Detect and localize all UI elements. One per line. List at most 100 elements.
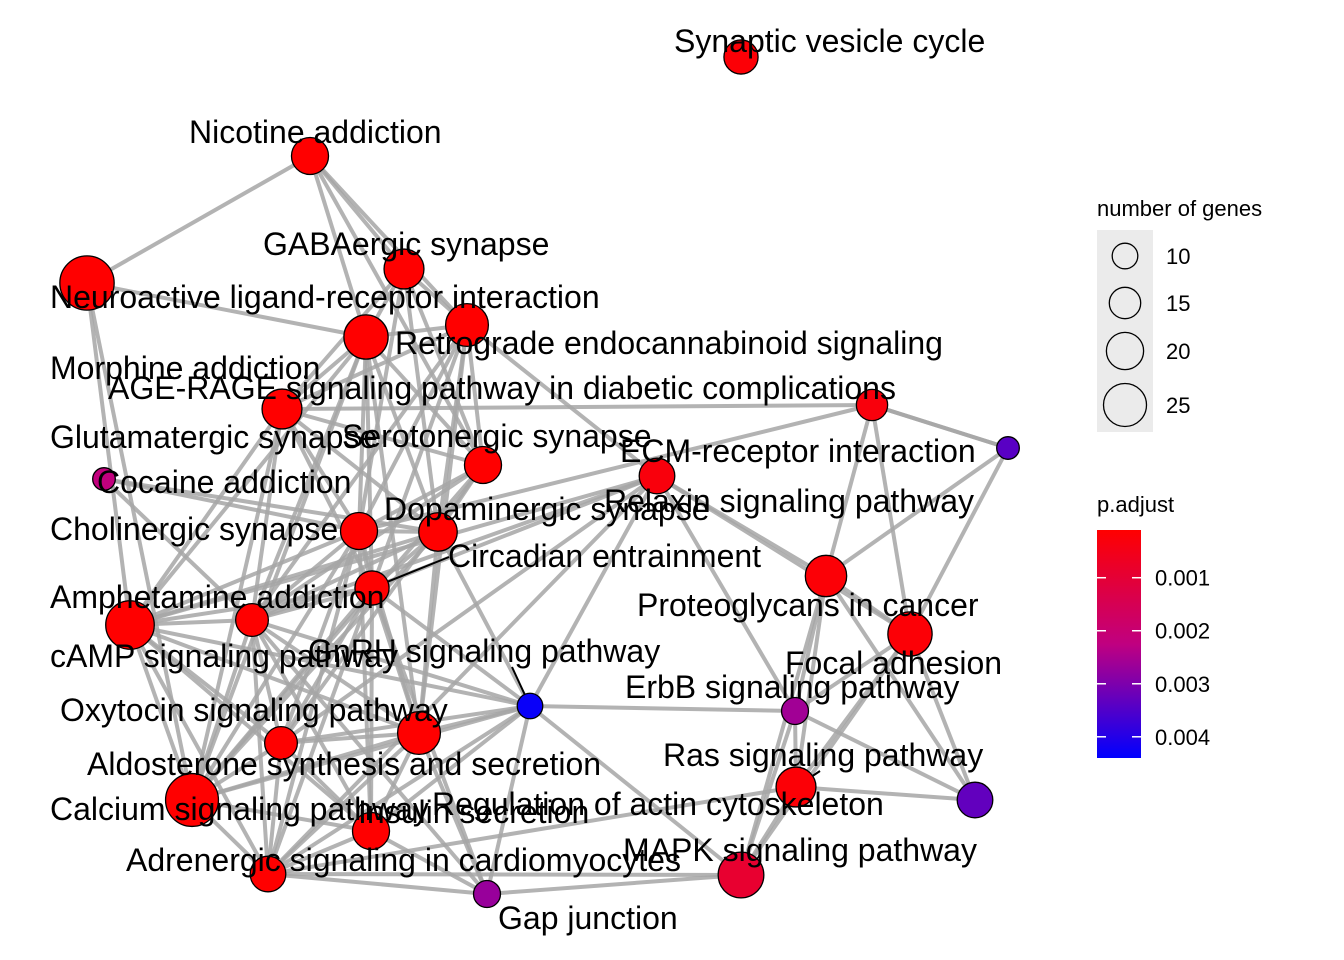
edge-morphine-serotonergic <box>364 335 485 467</box>
size-key-label-10: 10 <box>1166 244 1190 269</box>
edge-amphetamine-adrenergic <box>250 619 270 875</box>
edge-relaxin-erbb <box>655 474 797 713</box>
label-gnrh: GnRH signaling pathway <box>308 633 660 669</box>
label-regulation: Regulation of actin cytoskeleton <box>432 786 884 822</box>
edge-circadian-gnrh <box>370 586 532 708</box>
edge-erbb-regulation <box>794 709 976 802</box>
edge-glutamatergic-cholinergic <box>280 407 361 533</box>
color-tick-label-0.003: 0.003 <box>1155 672 1210 697</box>
node-nicotine <box>290 136 330 176</box>
node-mapk <box>717 851 765 899</box>
edge-circadian-amphetamine <box>251 586 373 622</box>
edge-gnrh-mapk <box>528 704 743 877</box>
color-legend: p.adjust 0.001 0.002 0.003 0.004 <box>1097 492 1210 758</box>
label-ecm: ECM-receptor interaction <box>620 433 976 469</box>
edge-relaxin-adrenergic <box>266 474 659 876</box>
edge-oxytocin-aldosterone <box>280 731 420 745</box>
node-relaxin <box>638 457 676 495</box>
edge-camp-insulin <box>128 623 373 833</box>
size-key-20 <box>1105 331 1145 371</box>
edge-focal-regulation <box>908 633 977 801</box>
node-amphetamine <box>234 602 270 638</box>
label-glutamatergic: Glutamatergic synapse <box>50 419 377 455</box>
edge-ecm-agerage <box>871 403 1009 450</box>
network-nodes <box>59 39 1020 909</box>
edge-nicotine-retrograde <box>308 154 469 327</box>
edge-gnrh-gap <box>485 705 532 895</box>
size-key-label-15: 15 <box>1166 291 1190 316</box>
label-ras: Ras signaling pathway <box>663 737 983 773</box>
label-oxytocin: Oxytocin signaling pathway <box>60 692 448 728</box>
label-dopaminergic: Dopaminergic synapse <box>384 491 710 527</box>
size-key-25 <box>1102 382 1148 428</box>
label-circadian: Circadian entrainment <box>448 538 761 574</box>
node-morphine <box>343 314 389 360</box>
edge-gnrh-adrenergic <box>266 704 532 876</box>
edge-dopaminergic-camp <box>129 530 439 627</box>
edge-morphine-dopaminergic <box>364 336 440 533</box>
node-glutamatergic <box>261 388 303 430</box>
edge-proteoglycans-ras <box>794 575 828 788</box>
node-neuroactive <box>59 255 115 311</box>
color-tick-label-0.001: 0.001 <box>1155 566 1210 591</box>
edge-calcium-insulin <box>191 798 372 833</box>
node-camp <box>105 600 155 650</box>
edge-adrenergic-gap <box>267 872 488 896</box>
node-agerage <box>855 388 889 422</box>
node-synaptic <box>723 39 759 75</box>
node-focal <box>887 611 933 657</box>
edge-retrograde-relaxin <box>465 323 659 478</box>
node-gnrh <box>516 692 544 720</box>
label-mapk: MAPK signaling pathway <box>623 832 977 868</box>
label-relaxin: Relaxin signaling pathway <box>604 483 974 519</box>
node-ecm <box>996 436 1020 460</box>
label-neuroactive: Neuroactive ligand-receptor interaction <box>50 279 600 315</box>
label-proteoglycans: Proteoglycans in cancer <box>637 587 979 623</box>
edge-glutamatergic-camp <box>128 407 284 627</box>
color-tick-label-0.004: 0.004 <box>1155 725 1210 750</box>
network-labels: Synaptic vesicle cycle Nicotine addiction… <box>50 23 1002 936</box>
size-legend-title: number of genes <box>1097 196 1262 221</box>
node-retrograde <box>444 302 490 348</box>
edge-relaxin-aldosterone <box>279 474 659 745</box>
edge-cholinergic-aldosterone <box>279 530 361 744</box>
edge-gnrh-erbb <box>529 704 796 713</box>
edge-amphetamine-aldosterone <box>250 619 283 744</box>
node-proteoglycans <box>804 554 848 598</box>
edge-nicotine-neuroactive <box>86 154 311 285</box>
edge-focal-erbb <box>793 632 912 713</box>
color-legend-title: p.adjust <box>1097 492 1174 517</box>
edge-circadian-insulin <box>369 587 374 832</box>
node-serotonergic <box>463 445 503 485</box>
node-circadian <box>354 570 390 606</box>
edge-oxytocin-gap <box>417 732 489 895</box>
node-calcium <box>164 772 220 828</box>
edge-cholinergic-camp <box>129 529 360 627</box>
label-morphine: Morphine addiction <box>50 350 320 386</box>
node-dopaminergic <box>418 512 458 552</box>
edge-gaba-dopaminergic <box>402 268 440 533</box>
edge-ras-adrenergic <box>267 785 797 876</box>
node-cholinergic <box>339 511 379 551</box>
edge-glutamatergic-serotonergic <box>281 407 484 467</box>
edge-retrograde-glutamatergic <box>281 323 468 411</box>
label-nicotine: Nicotine addiction <box>189 114 442 150</box>
node-gap <box>472 879 502 909</box>
edge-circadian-adrenergic <box>266 587 374 875</box>
node-adrenergic <box>249 855 287 893</box>
node-erbb <box>780 696 810 726</box>
edge-mapk-adrenergic <box>267 872 742 877</box>
edge-camp-calcium <box>128 624 194 801</box>
edge-amphetamine-calcium <box>190 619 254 801</box>
size-key-label-20: 20 <box>1166 339 1190 364</box>
node-aldosterone <box>263 725 299 761</box>
edge-insulin-gap <box>370 829 488 896</box>
label-camp: cAMP signaling pathway <box>50 638 398 674</box>
label-cocaine: Cocaine addiction <box>97 464 351 500</box>
edge-camp-gnrh <box>129 623 531 708</box>
size-key-10 <box>1111 242 1139 270</box>
label-focal: Focal adhesion <box>785 645 1002 681</box>
size-legend: number of genes 10 15 20 25 <box>1097 196 1262 432</box>
edge-relaxin-gnrh <box>528 475 659 707</box>
node-cocaine <box>92 467 116 491</box>
